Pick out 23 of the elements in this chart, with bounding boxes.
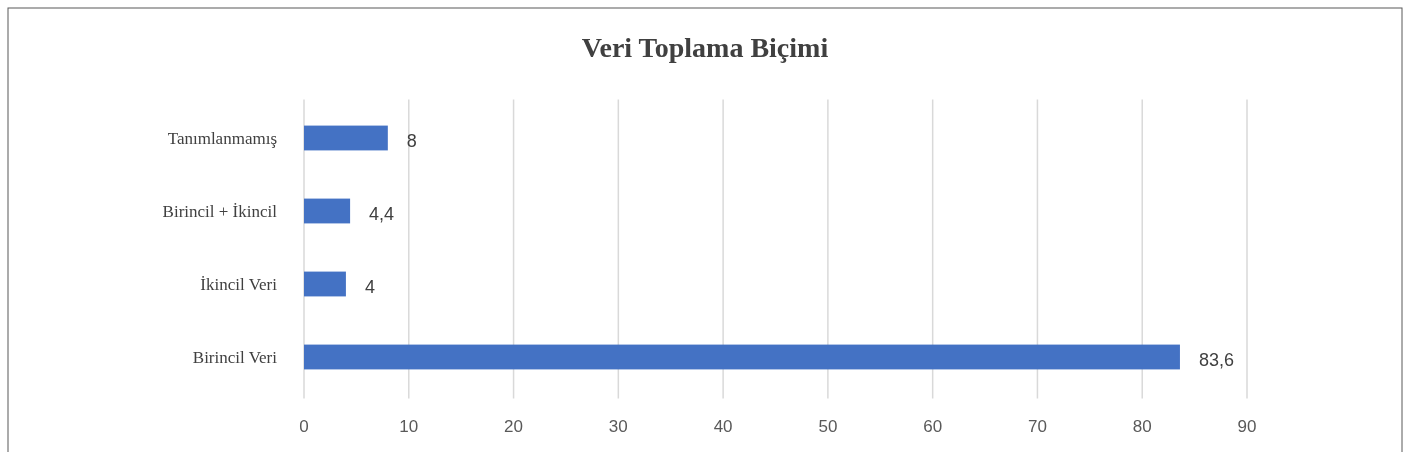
x-tick-label: 90 xyxy=(1237,417,1257,436)
data-label: 4,4 xyxy=(369,204,395,225)
x-tick-label: 40 xyxy=(713,417,733,436)
y-tick-label: Tanımlanmamış xyxy=(167,128,277,148)
y-tick-label: Birincil Veri xyxy=(192,347,278,367)
chart-title: Veri Toplama Biçimi xyxy=(581,32,829,63)
x-tick-label: 30 xyxy=(608,417,628,436)
data-label: 4 xyxy=(364,277,375,298)
x-tick-label: 0 xyxy=(299,417,309,436)
y-tick-label: İkincil Veri xyxy=(200,274,278,294)
y-tick-label: Birincil + İkincil xyxy=(162,201,278,221)
x-tick-label: 70 xyxy=(1027,417,1047,436)
bar xyxy=(304,271,346,297)
data-label: 8 xyxy=(406,131,417,152)
bar xyxy=(304,198,351,224)
x-tick-label: 60 xyxy=(923,417,943,436)
bar xyxy=(304,344,1180,370)
bar xyxy=(304,125,388,151)
x-tick-label: 20 xyxy=(504,417,524,436)
data-label: 83,6 xyxy=(1198,350,1234,371)
x-tick-label: 50 xyxy=(818,417,838,436)
x-tick-label: 80 xyxy=(1132,417,1152,436)
x-tick-label: 10 xyxy=(399,417,419,436)
